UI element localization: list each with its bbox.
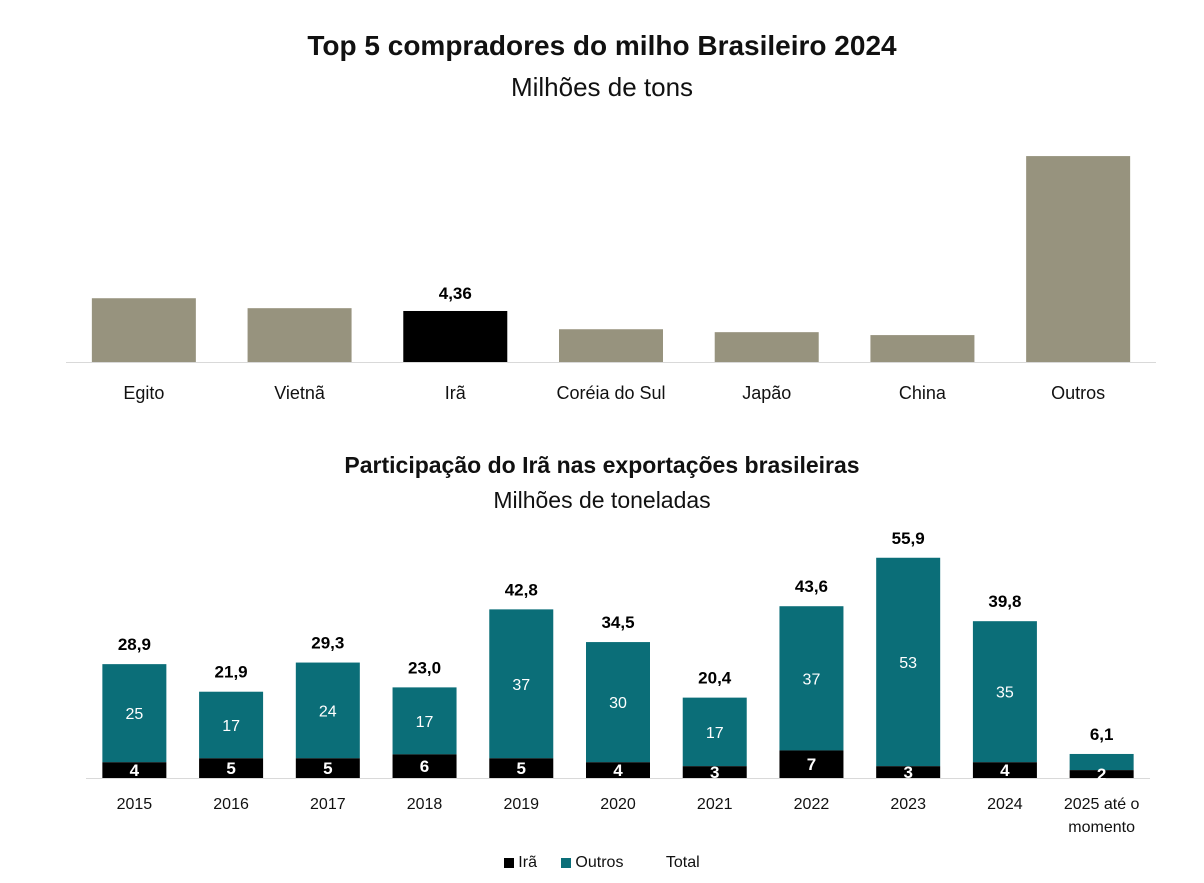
legend-item-ira: Irã xyxy=(504,854,537,871)
chart1-subtitle: Milhões de tons xyxy=(510,72,694,102)
bar-ira-5 xyxy=(586,762,650,778)
x-tick-label: 2021 xyxy=(697,796,733,813)
total-label: 23,0 xyxy=(408,658,441,677)
total-label: 29,3 xyxy=(311,634,344,653)
outros-label: 17 xyxy=(416,714,434,731)
legend-swatch-outros xyxy=(561,857,572,868)
bar-outros-10 xyxy=(1069,753,1134,771)
bar-ira-7 xyxy=(779,750,844,778)
total-label: 28,9 xyxy=(118,635,151,654)
bar-outros-8 xyxy=(876,557,941,767)
bar-outros-9 xyxy=(972,621,1037,763)
bar-outros-6 xyxy=(682,697,747,767)
ira-label: 4 xyxy=(130,761,140,780)
bar-japão xyxy=(714,332,819,362)
bar-ira-8 xyxy=(876,766,941,778)
outros-label: 24 xyxy=(319,703,337,720)
x-tick-label: 2017 xyxy=(310,796,346,813)
x-tick-label: 2023 xyxy=(890,796,926,813)
x-tick-label: Japão xyxy=(742,383,791,403)
x-tick-label: 2019 xyxy=(503,796,539,813)
bar-outros-0 xyxy=(102,664,167,763)
chart2-title: Participação do Irã nas exportações bras… xyxy=(344,452,860,478)
total-label: 55,9 xyxy=(892,529,925,548)
legend-label-outros: Outros xyxy=(575,854,624,871)
bar-outros-7 xyxy=(779,606,844,751)
bar-outros-2 xyxy=(295,662,360,759)
total-label: 39,8 xyxy=(988,592,1021,611)
total-label: 6,1 xyxy=(1090,725,1114,744)
legend-item-total: Total xyxy=(666,854,700,871)
outros-label: 30 xyxy=(609,695,627,712)
bar-ira-0 xyxy=(102,762,167,778)
bar-ira-3 xyxy=(392,754,457,778)
bar-coréia-do-sul xyxy=(559,329,663,362)
total-label: 43,6 xyxy=(795,577,828,596)
bar-ira-1 xyxy=(199,758,264,778)
outros-label: 53 xyxy=(899,655,917,672)
x-tick-label: 2025 até o xyxy=(1064,796,1140,813)
legend-swatch-ira xyxy=(504,857,515,868)
legend-label-total: Total xyxy=(665,854,700,871)
ira-label: 5 xyxy=(517,759,526,778)
ira-label: 6 xyxy=(420,757,429,776)
x-tick-label: 2018 xyxy=(407,796,443,813)
bar-ira-4 xyxy=(489,758,554,778)
total-label: 21,9 xyxy=(215,663,248,682)
x-tick-label: 2024 xyxy=(987,796,1023,813)
bar-ira-2 xyxy=(295,758,360,778)
outros-label: 37 xyxy=(803,671,821,688)
outros-label: 17 xyxy=(222,718,240,735)
x-tick-label: Vietnã xyxy=(274,383,326,403)
x-tick-label: 2016 xyxy=(213,796,249,813)
total-label: 34,5 xyxy=(601,613,634,632)
x-tick-label: 2022 xyxy=(794,796,830,813)
bar-china xyxy=(870,335,975,362)
bar-outros-1 xyxy=(199,691,264,759)
data-label: 4,36 xyxy=(439,284,472,303)
outros-label: 25 xyxy=(125,706,143,723)
x-tick-label: Egito xyxy=(123,383,164,403)
legend-label-ira: Irã xyxy=(518,854,537,871)
bar-ira-9 xyxy=(972,762,1037,778)
ira-label: 5 xyxy=(226,759,235,778)
chart1-title: Top 5 compradores do milho Brasileiro 20… xyxy=(307,30,897,61)
legend-item-outros: Outros xyxy=(561,854,623,871)
ira-label: 7 xyxy=(807,755,816,774)
outros-label: 37 xyxy=(512,677,530,694)
bar-irã xyxy=(403,310,508,362)
x-tick-label: 2015 xyxy=(117,796,153,813)
bar-ira-10 xyxy=(1069,770,1134,778)
x-tick-label: momento xyxy=(1068,819,1135,836)
top-buyers-chart: Egito Vietnã Irã 4,36 Coréia do Sul Japão Chin… xyxy=(66,156,1156,403)
bar-ira-6 xyxy=(682,766,747,778)
ira-label: 4 xyxy=(613,761,623,780)
chart2-subtitle: Milhões de toneladas xyxy=(493,487,711,513)
bar-vietnã xyxy=(247,308,352,362)
x-tick-label: Coréia do Sul xyxy=(556,383,665,403)
total-label: 42,8 xyxy=(505,580,538,599)
x-tick-label: 2020 xyxy=(600,796,636,813)
bar-outros xyxy=(1026,156,1131,362)
bar-outros-5 xyxy=(586,642,650,763)
ira-label: 3 xyxy=(710,763,719,782)
ira-label: 5 xyxy=(323,759,332,778)
ira-label: 2 xyxy=(1097,765,1106,784)
x-tick-label: China xyxy=(899,383,947,403)
ira-label: 3 xyxy=(903,763,912,782)
chart2-legend: Irã Outros Total xyxy=(0,854,1204,872)
total-label: 20,4 xyxy=(698,669,732,688)
outros-label: 35 xyxy=(996,685,1014,702)
ira-label: 4 xyxy=(1000,761,1010,780)
bar-egito xyxy=(91,298,196,362)
bar-outros-4 xyxy=(489,609,554,759)
x-tick-label: Irã xyxy=(445,383,467,403)
x-tick-label: Outros xyxy=(1051,383,1105,403)
outros-label: 17 xyxy=(706,725,724,742)
bar-outros-3 xyxy=(392,687,457,755)
